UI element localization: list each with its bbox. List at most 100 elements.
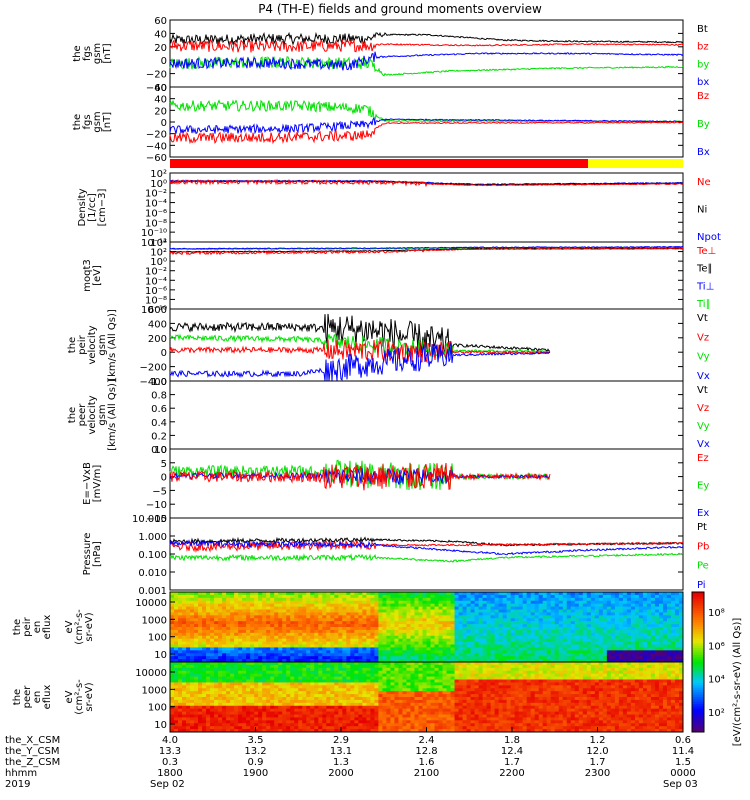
- spectro-cell: [370, 714, 375, 718]
- spectro-cell: [630, 600, 636, 605]
- spectro-cell: [586, 650, 592, 654]
- spectro-cell: [354, 621, 359, 625]
- spectro-cell: [482, 594, 488, 599]
- spectro-cell: [318, 723, 323, 727]
- spectro-cell: [618, 647, 624, 651]
- spectro-cell: [586, 618, 592, 622]
- spectro-cell: [366, 621, 371, 625]
- spectro-cell: [382, 697, 387, 701]
- spectro-cell: [674, 624, 680, 628]
- spectro-cell: [258, 694, 263, 698]
- spectro-cell: [282, 603, 287, 608]
- spectro-cell: [438, 729, 444, 733]
- spectro-cell: [326, 629, 331, 634]
- spectro-cell: [342, 594, 347, 599]
- spectro-cell: [354, 638, 359, 643]
- spectro-cell: [234, 653, 239, 657]
- spectro-cell: [630, 635, 636, 640]
- y-tick-label: 20: [154, 43, 167, 54]
- spectro-cell: [246, 685, 251, 689]
- spectro-cell: [618, 653, 624, 657]
- spectro-cell: [634, 597, 640, 602]
- spectro-cell: [562, 644, 568, 648]
- spectro-cell: [446, 621, 452, 625]
- spectro-cell: [382, 600, 387, 605]
- spectro-cell: [254, 676, 259, 680]
- spectro-cell: [610, 615, 616, 619]
- spectro-cell: [590, 627, 596, 631]
- spectro-cell: [446, 597, 452, 602]
- spectro-cell: [482, 612, 488, 616]
- spectro-cell: [382, 694, 387, 698]
- spectro-cell: [238, 597, 243, 602]
- spectro-cell: [666, 629, 672, 634]
- spectro-cell: [502, 656, 508, 660]
- spectro-cell: [202, 592, 207, 596]
- spectro-cell: [218, 685, 223, 689]
- spectro-cell: [302, 720, 307, 724]
- spectro-cell: [518, 600, 524, 605]
- spectro-cell: [218, 624, 223, 628]
- spectro-cell: [174, 659, 179, 663]
- spectro-cell: [410, 717, 415, 721]
- spectro-cell: [514, 632, 520, 637]
- spectro-cell: [666, 638, 672, 643]
- spectro-cell: [546, 624, 552, 628]
- spectro-cell: [210, 612, 215, 616]
- spectro-cell: [358, 714, 363, 718]
- spectro-cell: [258, 702, 263, 707]
- spectro-cell: [458, 635, 464, 640]
- spectro-cell: [526, 612, 532, 616]
- spectro-cell: [358, 618, 363, 622]
- spectro-cell: [258, 711, 263, 715]
- spectro-cell: [674, 647, 680, 651]
- spectro-cell: [446, 592, 452, 596]
- spectro-cell: [398, 711, 403, 715]
- spectro-cell: [210, 699, 215, 704]
- spectro-cell: [606, 647, 612, 651]
- spectro-cell: [250, 641, 255, 645]
- spectro-cell: [194, 659, 199, 663]
- spectro-cell: [262, 714, 267, 718]
- legend-entry: Bz: [697, 91, 709, 102]
- panel-frame: [169, 448, 684, 519]
- spectro-cell: [618, 600, 624, 605]
- spectro-cell: [630, 594, 636, 599]
- spectro-cell: [442, 618, 448, 622]
- spectro-cell: [294, 664, 299, 669]
- spectro-cell: [522, 650, 528, 654]
- spectro-cell: [458, 612, 464, 616]
- y-axis-label: peer: [77, 403, 88, 427]
- spectro-cell: [618, 618, 624, 622]
- spectro-cell: [366, 612, 371, 616]
- spectro-cell: [562, 594, 568, 599]
- spectro-cell: [362, 659, 367, 663]
- spectro-cell: [578, 624, 584, 628]
- spectro-cell: [190, 670, 195, 675]
- spectro-cell: [370, 726, 375, 730]
- spectro-cell: [310, 682, 315, 686]
- spectro-cell: [566, 600, 572, 605]
- spectro-cell: [514, 641, 520, 645]
- spectro-cell: [238, 705, 243, 710]
- spectro-cell: [422, 729, 427, 733]
- spectro-cell: [554, 659, 560, 663]
- spectro-cell: [622, 603, 628, 608]
- spectro-cell: [542, 624, 548, 628]
- spectro-cell: [490, 592, 496, 596]
- spectro-cell: [642, 615, 648, 619]
- spectro-cell: [386, 606, 391, 610]
- legend-entry: Pe: [697, 561, 709, 572]
- spectro-cell: [642, 635, 648, 640]
- spectro-cell: [390, 659, 395, 663]
- spectro-cell: [230, 673, 235, 678]
- spectro-cell: [622, 632, 628, 637]
- spectro-cell: [214, 711, 219, 715]
- spectro-cell: [670, 612, 676, 616]
- status-red: [170, 159, 589, 168]
- spectro-cell: [402, 664, 407, 669]
- spectro-cell: [474, 606, 480, 610]
- y-axis-label: [mV/m]: [92, 465, 103, 503]
- spectro-cell: [566, 615, 572, 619]
